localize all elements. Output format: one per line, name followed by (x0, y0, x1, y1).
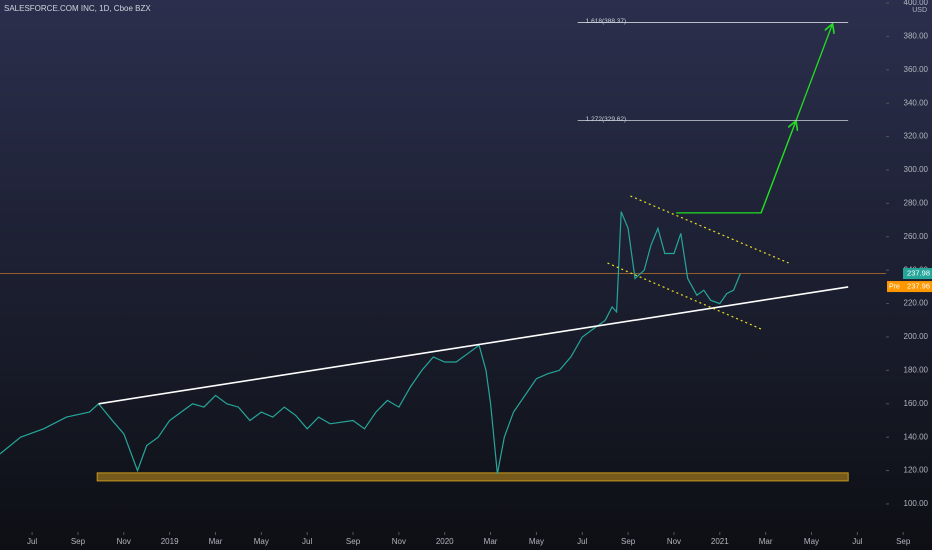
y-tick-label: 340.00 (904, 98, 929, 107)
trendline (98, 286, 849, 405)
x-tick-label: 2019 (161, 537, 179, 546)
last-price-label: 237.98 (907, 269, 930, 278)
x-tick-label: May (254, 537, 269, 546)
y-tick-label: 380.00 (904, 32, 929, 41)
x-tick-label: Nov (392, 537, 406, 546)
target-path (760, 25, 832, 214)
x-tick-label: Mar (484, 537, 498, 546)
x-tick-label: 2020 (436, 537, 454, 546)
y-tick-label: 160.00 (904, 399, 929, 408)
y-tick-label: 300.00 (904, 165, 929, 174)
x-tick-label: Sep (896, 537, 911, 546)
y-tick-label: 260.00 (904, 232, 929, 241)
premarket-box (903, 281, 932, 293)
support-zone (96, 472, 849, 482)
premarket-value: 237.96 (907, 282, 930, 291)
x-tick-label: Sep (621, 537, 636, 546)
last-price-box (903, 268, 932, 280)
fib-label: 1.272(329.62) (586, 116, 626, 123)
x-tick-label: 2021 (711, 537, 729, 546)
fib-label: 1.618(388.37) (586, 18, 626, 25)
x-tick-label: Jul (302, 537, 312, 546)
y-unit: USD (912, 7, 927, 14)
premarket-tag-label: Pre (889, 283, 900, 290)
premarket-tag (887, 281, 903, 293)
x-tick-label: Sep (71, 537, 86, 546)
x-tick-label: Sep (346, 537, 361, 546)
price-line (0, 211, 741, 475)
x-tick-label: Jul (852, 537, 862, 546)
y-tick-label: 320.00 (904, 132, 929, 141)
x-tick-label: Mar (759, 537, 773, 546)
y-tick-label: 120.00 (904, 466, 929, 475)
x-tick-label: Mar (209, 537, 223, 546)
y-tick-label: 400.00 (904, 0, 929, 7)
y-tick-label: 180.00 (904, 365, 929, 374)
y-tick-label: 360.00 (904, 65, 929, 74)
y-tick-label: 100.00 (904, 499, 929, 508)
x-tick-label: Nov (117, 537, 131, 546)
y-tick-label: 280.00 (904, 198, 929, 207)
x-tick-label: Nov (667, 537, 681, 546)
chart-title: SALESFORCE.COM INC, 1D, Cboe BZX (4, 4, 151, 13)
x-tick-label: Jul (577, 537, 587, 546)
x-tick-label: May (804, 537, 819, 546)
y-tick-label: 140.00 (904, 432, 929, 441)
y-tick-label: 220.00 (904, 299, 929, 308)
x-tick-label: May (529, 537, 544, 546)
x-tick-label: Jul (27, 537, 37, 546)
y-tick-label: 200.00 (904, 332, 929, 341)
channel-line (607, 262, 764, 331)
channel-line (630, 195, 789, 264)
